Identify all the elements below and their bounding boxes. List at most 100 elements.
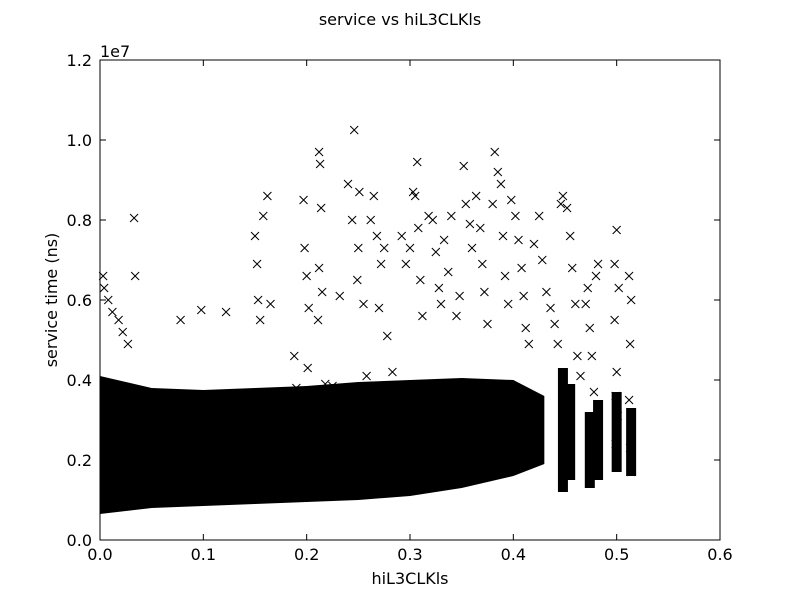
scatter-point [550,319,560,329]
scatter-point [459,161,469,171]
x-tick-label: 0.6 [707,545,732,564]
y-tick-label: 0.4 [67,371,92,390]
scatter-point [266,299,275,309]
scatter-point [475,223,485,233]
scatter-point [221,307,231,317]
y-tick-label: 0.0 [67,531,92,550]
scatter-point [624,271,634,281]
scatter-point [355,187,364,197]
scatter-point [542,287,551,297]
scatter-point [483,319,492,329]
point-cluster [557,368,568,492]
scatter-point [625,339,635,349]
scatter-point [465,219,475,229]
point-cluster [565,384,576,480]
scatter-point [625,443,635,453]
scatter-point [289,351,299,361]
scatter-point [415,275,425,285]
scatter-point [503,299,513,309]
scatter-point [524,339,534,349]
scatter-point [498,231,508,241]
scatter-point [299,195,308,205]
y-tick-label: 1.2 [67,51,92,70]
y-axis-label: service time (ns) [42,233,61,368]
dense-band-layer [100,368,637,514]
scatter-point [313,315,323,325]
scatter-point [314,263,324,273]
scatter-point [493,167,503,177]
scatter-point [611,439,620,449]
scatter-point [359,299,368,309]
scatter-point [517,263,526,273]
scatter-point [401,259,411,269]
x-axis-label: hiL3CLKls [371,569,448,588]
scatter-point [316,203,326,213]
scatter-point [263,191,272,201]
scatter-point [418,311,427,321]
scatter-point [593,259,603,269]
scatter-point [583,283,593,293]
scatter-point [343,179,353,189]
scatter-point [546,303,555,313]
scatter-point [612,225,622,235]
scatter-point [626,295,636,305]
scatter-point [534,211,544,221]
scatter-point [317,287,327,297]
scatter-point [108,307,117,317]
scatter-point [614,283,624,293]
scatter-point [626,467,636,477]
scatter-point [439,235,449,245]
scatter-point [129,213,139,223]
scatter-point [610,315,619,325]
scatter-point [558,191,568,201]
scatter-point [412,157,422,167]
y-axis-scale-label: 1e7 [100,42,130,61]
x-tick-label: 0.3 [397,545,422,564]
scatter-point [490,147,500,157]
scatter-point [302,271,312,281]
scatter-point [99,283,109,293]
scatter-point [196,305,206,315]
scatter-point [320,379,330,389]
y-tick-label: 0.2 [67,451,92,470]
scatter-point [413,223,423,233]
scatter-point [567,263,577,273]
scatter-point [366,215,376,225]
x-tick-label: 0.0 [87,545,112,564]
scatter-point [405,243,415,253]
scatter-point [123,339,133,349]
scatter-point [362,371,371,381]
scatter-point [130,271,140,281]
scatter-point [335,291,345,301]
scatter-point [353,243,363,253]
scatter-point [372,231,382,241]
point-cluster [584,412,595,488]
scatter-point [408,187,418,197]
scatter-point [529,239,539,249]
scatter-point [328,381,337,391]
x-tick-label: 0.2 [294,545,319,564]
scatter-point [379,243,389,253]
scatter-point [477,259,487,269]
scatter-point [455,291,464,301]
scatter-point [570,299,580,309]
scatter-point [591,271,601,281]
scatter-point [349,125,359,135]
scatter-point [573,351,582,361]
scatter-point [314,147,324,157]
scatter-point [553,339,563,349]
y-axis-ticks: 0.0 0.2 0.4 0.6 0.8 1.0 1.2 [67,51,720,550]
scatter-point [255,315,265,325]
point-cluster [611,392,622,472]
scatter-point [250,231,260,241]
scatter-point [252,259,262,269]
scatter-point [537,255,547,265]
x-tick-label: 0.5 [604,545,629,564]
scatter-point [461,199,471,209]
scatter-point [434,283,444,293]
scatter-point [291,383,301,393]
scatter-point [565,231,575,241]
scatter-point [556,199,566,209]
scatter-point [624,395,634,405]
